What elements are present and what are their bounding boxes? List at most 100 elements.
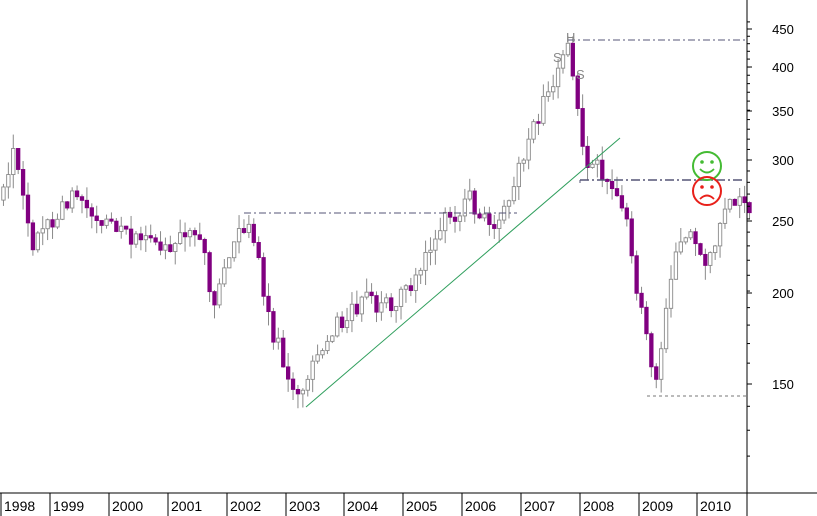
- candle-up: [663, 307, 669, 350]
- candle-up: [433, 238, 438, 251]
- candle-down: [290, 378, 296, 390]
- candle-down: [644, 306, 649, 335]
- candle-up: [359, 296, 364, 315]
- candle-down: [20, 169, 26, 196]
- candle-down: [693, 231, 698, 245]
- candle-up: [457, 215, 463, 222]
- candle-down: [168, 244, 173, 253]
- candle-down: [732, 198, 737, 206]
- candle-down: [114, 220, 119, 232]
- candle-down: [654, 366, 659, 380]
- x-tick-label-2000: 2000: [112, 498, 143, 514]
- candle-up: [531, 121, 536, 140]
- candle-down: [600, 159, 605, 180]
- x-tick-label-1998: 1998: [4, 498, 35, 514]
- candle-down: [124, 225, 129, 230]
- candle-up: [516, 162, 521, 188]
- candle-up: [11, 148, 16, 175]
- candle-up: [227, 257, 232, 269]
- pattern-label-head: H: [566, 30, 575, 45]
- happy-face-eye: [700, 160, 704, 164]
- pattern-label-right-shoulder: S: [576, 67, 585, 82]
- candle-down: [575, 75, 580, 109]
- candle-up: [565, 42, 571, 56]
- candle-up: [555, 67, 561, 88]
- candle-up: [560, 54, 566, 69]
- candle-down: [182, 232, 188, 238]
- candle-down: [256, 242, 261, 259]
- candle-down: [251, 223, 256, 243]
- candle-down: [148, 235, 153, 239]
- candle-up: [364, 291, 369, 298]
- candle-up: [335, 316, 340, 337]
- candle-up: [6, 174, 11, 188]
- happy-face-icon: [692, 151, 722, 181]
- candle-down: [639, 292, 644, 308]
- head-and-shoulders-labels: S H S: [553, 30, 585, 82]
- candle-down: [153, 237, 158, 243]
- candle-down: [703, 253, 708, 266]
- candle-up: [737, 196, 742, 206]
- candle-down: [207, 252, 212, 293]
- candle-up: [315, 354, 320, 362]
- y-axis-major-ticks: [747, 28, 752, 385]
- candle-down: [477, 213, 482, 219]
- candle-down: [285, 366, 291, 380]
- candle-up: [349, 303, 355, 322]
- candle-up: [482, 213, 487, 219]
- y-tick-label-300: 300: [772, 153, 794, 168]
- candle-up: [443, 211, 448, 232]
- happy-face-mouth: [699, 168, 715, 174]
- candle-up: [717, 222, 723, 247]
- candle-down: [128, 228, 134, 245]
- x-axis-year-separators: [0, 493, 748, 516]
- candle-down: [374, 295, 379, 313]
- candle-up: [173, 243, 178, 253]
- y-tick-label-350: 350: [772, 104, 794, 119]
- x-tick-label-2006: 2006: [465, 498, 496, 514]
- candle-up: [320, 350, 325, 356]
- x-tick-label-2004: 2004: [347, 498, 378, 514]
- candle-up: [276, 337, 281, 343]
- annotation-lines: [244, 39, 747, 408]
- candle-down: [492, 224, 497, 229]
- candle-down: [742, 196, 747, 204]
- candle-up: [418, 269, 423, 276]
- candle-up: [551, 86, 556, 93]
- candle-up: [521, 159, 526, 164]
- x-tick-label-2008: 2008: [583, 498, 614, 514]
- candle-up: [541, 95, 546, 124]
- candle-down: [452, 216, 458, 222]
- candle-up: [428, 249, 433, 253]
- sad-face-mouth: [699, 194, 715, 200]
- candle-down: [339, 316, 345, 328]
- candle-up: [143, 235, 148, 241]
- candle-up: [178, 232, 183, 244]
- candle-down: [369, 291, 374, 297]
- candle-up: [60, 201, 65, 220]
- candle-up: [300, 389, 306, 395]
- candle-up: [384, 297, 389, 304]
- candle-up: [722, 208, 728, 224]
- candle-up: [678, 241, 683, 253]
- candlestick-series: [1, 36, 752, 409]
- candle-up: [187, 230, 193, 238]
- x-tick-label-2005: 2005: [406, 498, 437, 514]
- candle-down: [447, 211, 453, 218]
- candle-down: [138, 233, 144, 241]
- candle-up: [438, 230, 443, 240]
- candle-down: [536, 121, 541, 124]
- candle-up: [35, 232, 40, 251]
- candle-up: [246, 223, 252, 233]
- candle-down: [389, 297, 394, 312]
- candle-down: [354, 303, 360, 315]
- pattern-label-left-shoulder: S: [553, 50, 562, 65]
- candle-up: [659, 348, 664, 380]
- candle-up: [222, 267, 227, 285]
- y-tick-label-150: 150: [772, 377, 794, 392]
- candle-up: [393, 305, 399, 312]
- candle-up: [104, 218, 109, 226]
- candle-up: [708, 252, 713, 266]
- candle-up: [344, 320, 350, 328]
